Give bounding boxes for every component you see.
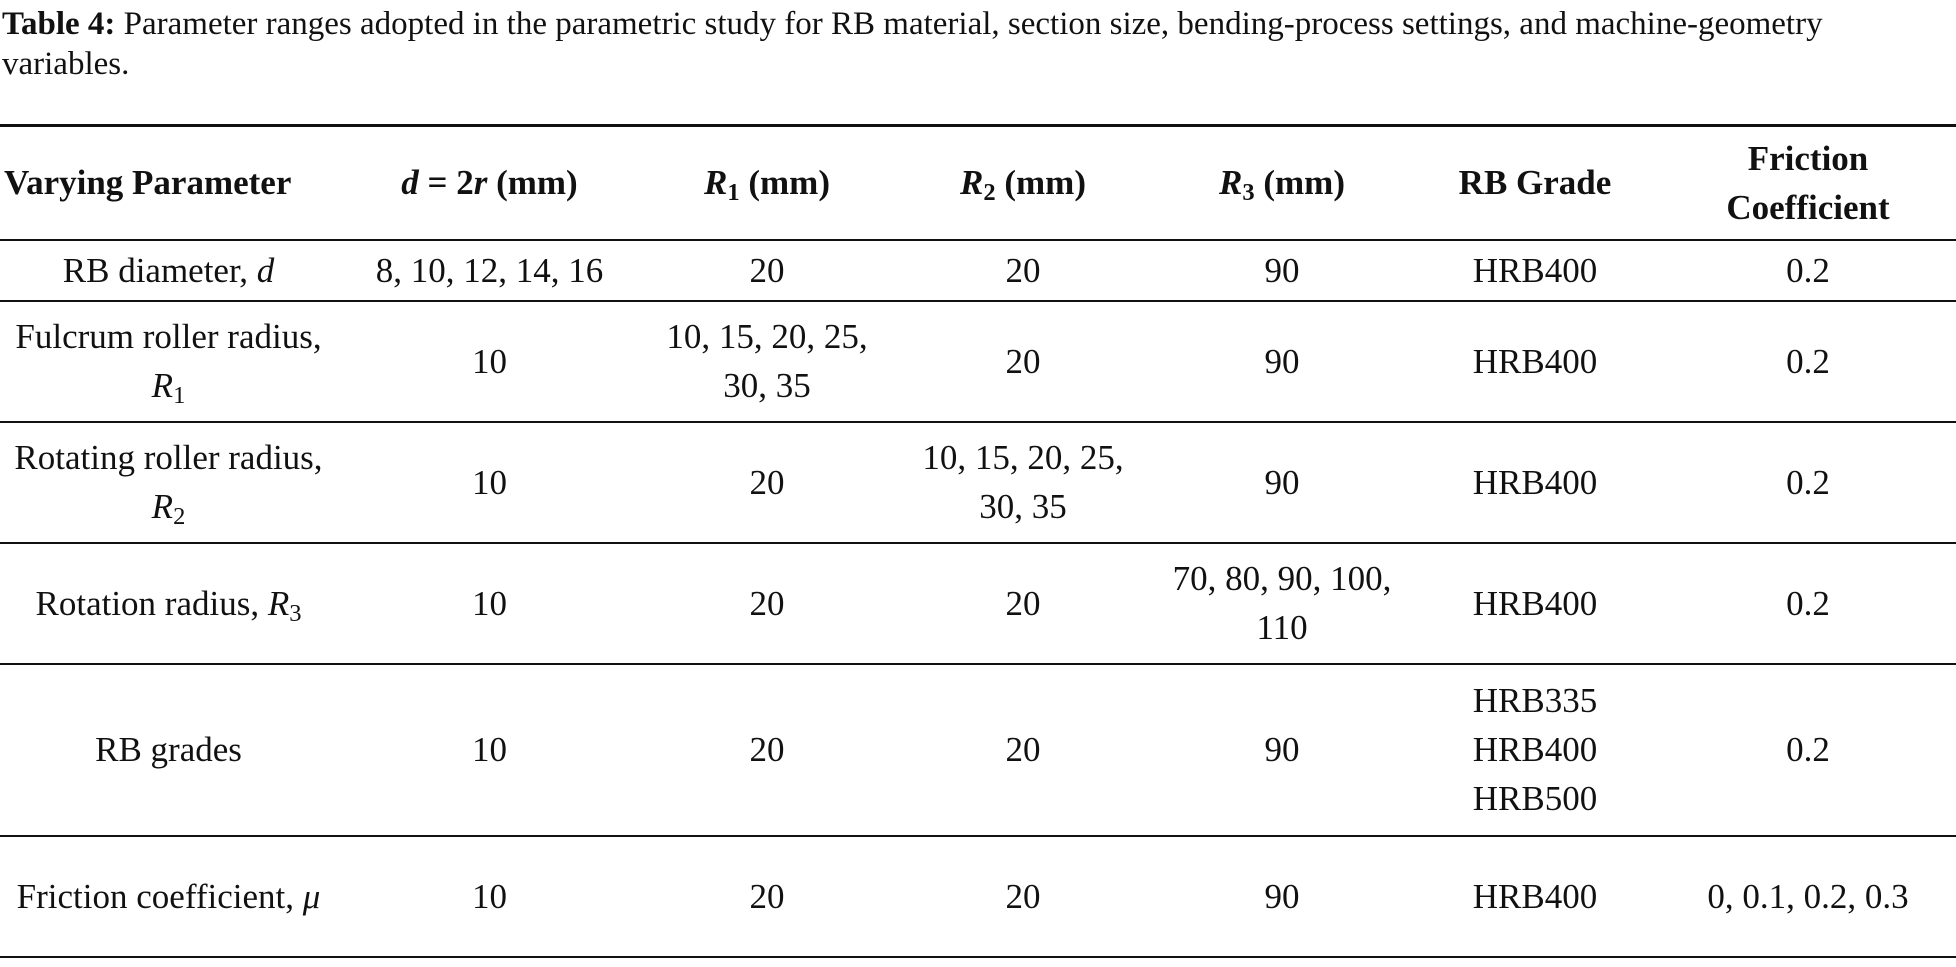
text-run: = 2 bbox=[418, 163, 474, 203]
table-cell: 70, 80, 90, 100, 110 bbox=[1172, 559, 1392, 647]
text-run: Rotation radius, bbox=[35, 583, 268, 623]
caption-text: Parameter ranges adopted in the parametr… bbox=[2, 6, 1823, 82]
caption: Table 4: Parameter ranges adopted in the… bbox=[0, 0, 1956, 84]
table-cell: 10, 15, 20, 25, 30, 35 bbox=[666, 317, 868, 405]
table-cell: 20 bbox=[1005, 876, 1041, 916]
header-cell: RB Grade bbox=[1410, 126, 1660, 240]
table-cell: 0.2 bbox=[1786, 250, 1830, 290]
table-row: Fulcrum roller radius, R1 10 10, 15, 20, 2… bbox=[0, 301, 1956, 422]
table-cell: 90 bbox=[1264, 730, 1300, 769]
row-label-cell: Fulcrum roller radius, R1 bbox=[0, 301, 337, 422]
text-run: 3 bbox=[1242, 179, 1255, 207]
text-run: d bbox=[401, 163, 419, 203]
text-run: R bbox=[151, 366, 174, 405]
table-cell: 10 bbox=[472, 730, 507, 769]
header-cell: R2 (mm) bbox=[892, 126, 1154, 240]
table-cell: HRB400 bbox=[1472, 876, 1598, 916]
table-cell: 20 bbox=[1005, 250, 1041, 290]
table-cell: 10 bbox=[472, 876, 507, 916]
table-cell: 10 bbox=[472, 341, 507, 381]
text-run: RB diameter, bbox=[62, 250, 257, 290]
table-header: Varying Parameter d = 2r (mm) R1 (mm) R2 (m… bbox=[0, 125, 1956, 240]
table-cell: 20 bbox=[749, 250, 785, 290]
table-cell: HRB400 bbox=[1472, 462, 1598, 502]
table-body: RB diameter, d 8, 10, 12, 14, 16 20 20 90 HRB… bbox=[0, 240, 1956, 957]
header-row: Varying Parameter d = 2r (mm) R1 (mm) R2 (m… bbox=[0, 125, 1956, 240]
text-run: d bbox=[256, 250, 275, 290]
text-run: 2 bbox=[173, 503, 186, 531]
header-cell: R1 (mm) bbox=[642, 126, 892, 240]
table-row: RB diameter, d 8, 10, 12, 14, 16 20 20 90 HRB… bbox=[0, 240, 1956, 301]
text-run: (mm) bbox=[995, 163, 1086, 203]
row-label-cell: RB grades bbox=[0, 664, 337, 836]
table-cell: 10, 15, 20, 25, 30, 35 bbox=[922, 438, 1124, 526]
header-cell: Friction Coefficient bbox=[1660, 126, 1956, 240]
text-run: R bbox=[704, 163, 728, 203]
text-run: (mm) bbox=[1254, 163, 1345, 203]
table-cell: HRB400 bbox=[1472, 341, 1598, 381]
table-row: Rotating roller radius, R2 10 20 10, 15, 20… bbox=[0, 422, 1956, 543]
table-cell: 0.2 bbox=[1786, 583, 1830, 623]
table-cell: 0.2 bbox=[1786, 730, 1830, 769]
table-row: RB grades 10 20 20 90 HRB335 HRB400 HRB500 0.2 bbox=[0, 664, 1956, 836]
text-run: 3 bbox=[289, 599, 302, 627]
text-run: 2 bbox=[983, 179, 996, 207]
table-row: Friction coefficient, μ 10 20 20 90 HRB400 0, … bbox=[0, 836, 1956, 957]
table-cell: 90 bbox=[1264, 250, 1300, 290]
table-cell: 8, 10, 12, 14, 16 bbox=[375, 250, 604, 290]
table-cell: 20 bbox=[749, 730, 785, 769]
table-cell: HRB335 HRB400 HRB500 bbox=[1472, 681, 1598, 818]
table-row: Rotation radius, R3 10 20 20 70, 80, 90, 100… bbox=[0, 543, 1956, 664]
table-cell: HRB400 bbox=[1472, 250, 1598, 290]
table-cell: 10 bbox=[472, 462, 507, 502]
text-run: R bbox=[267, 583, 290, 623]
caption-label: Table 4: bbox=[2, 6, 116, 42]
text-run: R bbox=[151, 487, 174, 526]
header-cell: d = 2r (mm) bbox=[337, 126, 642, 240]
text-run: 1 bbox=[173, 382, 186, 410]
text-run: Rotating roller radius, bbox=[14, 438, 323, 477]
header-cell: R3 (mm) bbox=[1154, 126, 1410, 240]
row-label-cell: Rotation radius, R3 bbox=[0, 543, 337, 664]
text-run: R bbox=[1219, 163, 1243, 203]
table-cell: 20 bbox=[1005, 341, 1041, 381]
table-cell: 0.2 bbox=[1786, 462, 1830, 502]
text-run: RB Grade bbox=[1458, 163, 1612, 203]
text-run: Varying Parameter bbox=[4, 163, 292, 203]
text-run: (mm) bbox=[739, 163, 830, 203]
table-cell: 90 bbox=[1264, 462, 1300, 502]
table-cell: 20 bbox=[1005, 730, 1041, 769]
header-cell: Varying Parameter bbox=[0, 126, 337, 240]
table-cell: 0.2 bbox=[1786, 341, 1830, 381]
row-label-cell: Friction coefficient, μ bbox=[0, 836, 337, 957]
text-run: r bbox=[473, 163, 488, 203]
table-cell: 20 bbox=[749, 583, 785, 623]
table-cell: HRB400 bbox=[1472, 583, 1598, 623]
row-label-cell: RB diameter, d bbox=[0, 240, 337, 301]
table-cell: 20 bbox=[1005, 583, 1041, 623]
row-label-cell: Rotating roller radius, R2 bbox=[0, 422, 337, 543]
text-run: Friction coefficient, bbox=[16, 876, 303, 916]
text-run: RB grades bbox=[95, 730, 242, 769]
text-run: Friction Coefficient bbox=[1726, 138, 1890, 227]
table-cell: 20 bbox=[749, 876, 785, 916]
table: Varying Parameter d = 2r (mm) R1 (mm) R2 (m… bbox=[0, 124, 1956, 958]
table-cell: 20 bbox=[749, 462, 785, 502]
table-cell: 10 bbox=[472, 583, 507, 623]
text-run: 1 bbox=[727, 179, 740, 207]
table-cell: 90 bbox=[1264, 341, 1300, 381]
text-run: μ bbox=[302, 876, 321, 916]
text-run: Fulcrum roller radius, bbox=[15, 317, 322, 356]
text-run: (mm) bbox=[487, 163, 578, 203]
text-run: R bbox=[960, 163, 984, 203]
table-cell: 0, 0.1, 0.2, 0.3 bbox=[1707, 876, 1909, 916]
table-cell: 90 bbox=[1264, 876, 1300, 916]
